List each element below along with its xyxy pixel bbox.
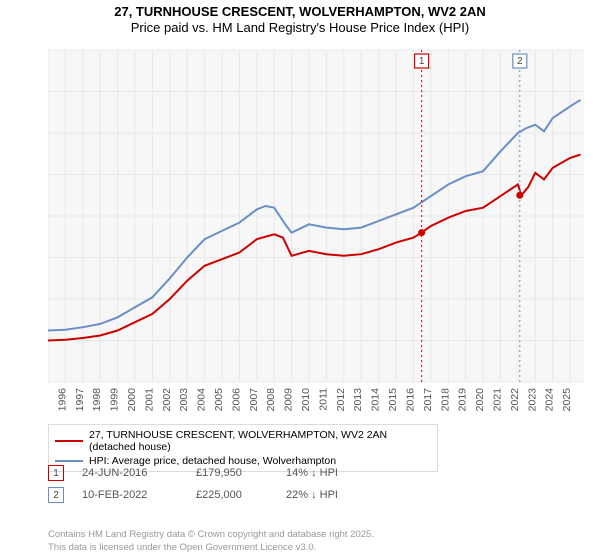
svg-text:2000: 2000	[126, 388, 138, 412]
sale-records: 1 24-JUN-2016 £179,950 14% ↓ HPI 2 10-FEB-202…	[48, 462, 376, 506]
attribution-line1: Contains HM Land Registry data © Crown c…	[48, 529, 374, 541]
legend-label: 27, TURNHOUSE CRESCENT, WOLVERHAMPTON, W…	[89, 429, 431, 453]
svg-text:2: 2	[517, 56, 523, 67]
svg-text:2019: 2019	[457, 388, 469, 412]
title-block: 27, TURNHOUSE CRESCENT, WOLVERHAMPTON, W…	[0, 0, 600, 37]
sale-row: 1 24-JUN-2016 £179,950 14% ↓ HPI	[48, 462, 376, 484]
sale-hpi-delta: 22% ↓ HPI	[286, 489, 376, 501]
svg-text:2014: 2014	[370, 388, 382, 412]
svg-text:2006: 2006	[230, 388, 242, 412]
svg-text:1998: 1998	[91, 388, 103, 412]
title-address: 27, TURNHOUSE CRESCENT, WOLVERHAMPTON, W…	[0, 4, 600, 20]
svg-text:2007: 2007	[248, 388, 260, 412]
svg-text:2017: 2017	[422, 388, 434, 412]
attribution-line2: This data is licensed under the Open Gov…	[48, 542, 374, 554]
svg-text:2020: 2020	[474, 388, 486, 412]
sale-price: £225,000	[196, 489, 268, 501]
svg-text:2011: 2011	[317, 388, 329, 411]
attribution: Contains HM Land Registry data © Crown c…	[48, 529, 374, 554]
chart-container: 27, TURNHOUSE CRESCENT, WOLVERHAMPTON, W…	[0, 0, 600, 560]
svg-text:2003: 2003	[178, 388, 190, 412]
sale-date: 24-JUN-2016	[82, 467, 178, 479]
svg-text:1999: 1999	[109, 388, 121, 412]
svg-text:2023: 2023	[526, 388, 538, 412]
svg-text:1996: 1996	[56, 388, 68, 412]
svg-text:2010: 2010	[300, 388, 312, 412]
sale-row: 2 10-FEB-2022 £225,000 22% ↓ HPI	[48, 484, 376, 506]
svg-text:2016: 2016	[404, 388, 416, 412]
svg-text:2005: 2005	[213, 388, 225, 412]
svg-text:1: 1	[419, 56, 425, 67]
svg-text:2018: 2018	[439, 388, 451, 412]
legend-swatch	[55, 440, 83, 442]
svg-text:2022: 2022	[509, 388, 521, 412]
svg-text:2025: 2025	[561, 388, 573, 412]
svg-text:2015: 2015	[387, 388, 399, 412]
sale-hpi-delta: 14% ↓ HPI	[286, 467, 376, 479]
svg-text:2004: 2004	[196, 388, 208, 412]
svg-text:2024: 2024	[544, 388, 556, 412]
sale-marker: 1	[48, 465, 64, 481]
svg-text:2001: 2001	[143, 388, 155, 412]
svg-text:2002: 2002	[161, 388, 173, 412]
svg-text:2009: 2009	[283, 388, 295, 412]
svg-text:2021: 2021	[491, 388, 503, 412]
sale-marker: 2	[48, 487, 64, 503]
title-subtitle: Price paid vs. HM Land Registry's House …	[0, 20, 600, 36]
legend-item: 27, TURNHOUSE CRESCENT, WOLVERHAMPTON, W…	[55, 428, 431, 454]
svg-text:1995: 1995	[48, 388, 51, 412]
svg-text:2008: 2008	[265, 388, 277, 412]
sale-price: £179,950	[196, 467, 268, 479]
price-chart: £0£50K£100K£150K£200K£250K£300K£350K£400…	[48, 44, 592, 414]
svg-text:2012: 2012	[335, 388, 347, 412]
sale-date: 10-FEB-2022	[82, 489, 178, 501]
svg-text:1997: 1997	[74, 388, 86, 412]
svg-text:2013: 2013	[352, 388, 364, 412]
